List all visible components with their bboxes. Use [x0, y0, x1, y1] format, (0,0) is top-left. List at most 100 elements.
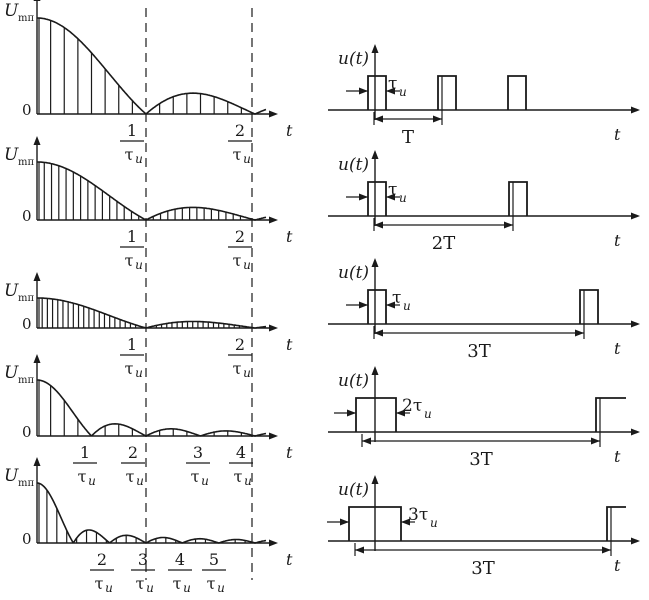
t-axis-label: t	[614, 339, 621, 358]
y-axis-arrow	[371, 366, 379, 375]
tick-denominator-subscript: u	[135, 366, 143, 380]
tick-fraction-label: 2 τ u	[228, 121, 252, 166]
tick-denominator-subscript: u	[243, 152, 251, 166]
rectangular-pulse	[606, 506, 626, 541]
x-axis-arrow	[631, 537, 640, 545]
spectrum-envelope-curve	[37, 379, 267, 437]
pulse-width-label: τ	[388, 180, 397, 200]
tick-fraction-label: 2 τ u	[90, 550, 114, 595]
width-arrow-head	[396, 409, 405, 417]
spectrum-envelope-curve	[37, 161, 267, 221]
pulse-y-label: u(t)	[338, 49, 369, 69]
zero-label: 0	[22, 101, 32, 119]
amplitude-label-subscript: mπ	[18, 13, 34, 24]
width-arrow-head	[386, 193, 395, 201]
t-axis-label: t	[614, 125, 621, 144]
period-label: 3T	[469, 449, 492, 470]
rectangular-pulse	[348, 506, 402, 541]
x-axis-arrow	[631, 212, 640, 220]
t-axis-label: t	[286, 443, 293, 462]
amplitude-label: U	[4, 1, 19, 21]
tick-fraction-label: 5 τ u	[202, 550, 226, 595]
period-label: 3T	[471, 558, 494, 579]
rectangular-pulse	[579, 289, 599, 324]
tick-denominator-subscript: u	[243, 366, 251, 380]
tick-denominator-subscript: u	[183, 581, 191, 595]
tick-numerator: 1	[127, 335, 137, 354]
x-axis-arrow	[631, 106, 640, 114]
pulse-y-label: u(t)	[338, 480, 369, 500]
tick-denominator: τ	[125, 145, 134, 164]
period-label: T	[402, 127, 414, 148]
pulse-width-subscript: u	[403, 299, 411, 313]
tick-fraction-label: 1 τ u	[120, 335, 144, 380]
rectangular-pulse	[595, 397, 626, 432]
tick-numerator: 1	[80, 443, 90, 462]
tick-denominator-subscript: u	[201, 474, 209, 488]
t-axis-label: t	[614, 556, 621, 575]
pulse-width-label: τ	[392, 288, 401, 308]
period-label: 3T	[467, 341, 490, 362]
pulse-width-label: τ	[388, 74, 397, 94]
pulse-row-3: u(t) t τ u 3T	[328, 258, 640, 362]
tick-numerator: 2	[235, 335, 245, 354]
zero-label: 0	[22, 207, 32, 225]
tick-denominator: τ	[126, 467, 135, 486]
pulse-y-label: u(t)	[338, 371, 369, 391]
zero-label: 0	[22, 530, 32, 548]
tick-numerator: 3	[193, 443, 203, 462]
pulse-y-label: u(t)	[338, 155, 369, 175]
tick-fraction-label: 1 τ u	[120, 121, 144, 166]
tick-numerator: 5	[209, 550, 219, 569]
tick-fraction-label: 2 τ u	[121, 443, 145, 488]
x-axis-arrow	[269, 110, 278, 118]
tick-fraction-label: 3 τ u	[186, 443, 210, 488]
t-axis-label: t	[614, 231, 621, 250]
tick-denominator-subscript: u	[135, 258, 143, 272]
tick-fraction-label: 2 τ u	[228, 227, 252, 272]
pulse-width-subscript: u	[430, 516, 438, 530]
tick-denominator-subscript: u	[244, 474, 252, 488]
zero-label: 0	[22, 423, 32, 441]
tick-numerator: 3	[138, 550, 148, 569]
period-arrow-head	[591, 437, 600, 445]
pulse-width-subscript: u	[399, 191, 407, 205]
pulse-width-subscript: u	[424, 407, 432, 421]
x-axis-arrow	[269, 216, 278, 224]
width-arrow-head	[359, 301, 368, 309]
period-arrow-head	[433, 115, 442, 123]
tick-fraction-label: 1 τ u	[120, 227, 144, 272]
period-arrow-head	[374, 115, 383, 123]
period-arrow-head	[602, 546, 611, 554]
y-axis-arrow	[33, 457, 41, 466]
rectangular-pulse	[508, 181, 528, 216]
width-arrow-head	[347, 409, 356, 417]
zero-label: 0	[22, 315, 32, 333]
tick-numerator: 4	[236, 443, 246, 462]
period-arrow-head	[362, 437, 371, 445]
period-arrow-head	[374, 329, 383, 337]
amplitude-label-subscript: mπ	[18, 293, 34, 304]
y-axis-arrow	[371, 44, 379, 53]
y-axis-arrow	[33, 272, 41, 281]
tick-denominator: τ	[233, 359, 242, 378]
x-axis-arrow	[269, 432, 278, 440]
tick-denominator-subscript: u	[243, 258, 251, 272]
tick-fraction-label: 2 τ u	[228, 335, 252, 380]
period-label: 2T	[432, 233, 455, 254]
period-arrow-head	[355, 546, 364, 554]
pulse-y-label: u(t)	[338, 263, 369, 283]
rectangular-pulse	[367, 75, 387, 110]
width-arrow-head	[359, 87, 368, 95]
tick-denominator: τ	[233, 251, 242, 270]
y-axis-arrow	[371, 258, 379, 267]
tick-denominator-subscript: u	[135, 152, 143, 166]
tick-denominator: τ	[173, 574, 182, 593]
width-arrow-head	[386, 87, 395, 95]
width-arrow-head	[386, 301, 395, 309]
amplitude-label-subscript: mπ	[18, 478, 34, 489]
period-arrow-head	[575, 329, 584, 337]
